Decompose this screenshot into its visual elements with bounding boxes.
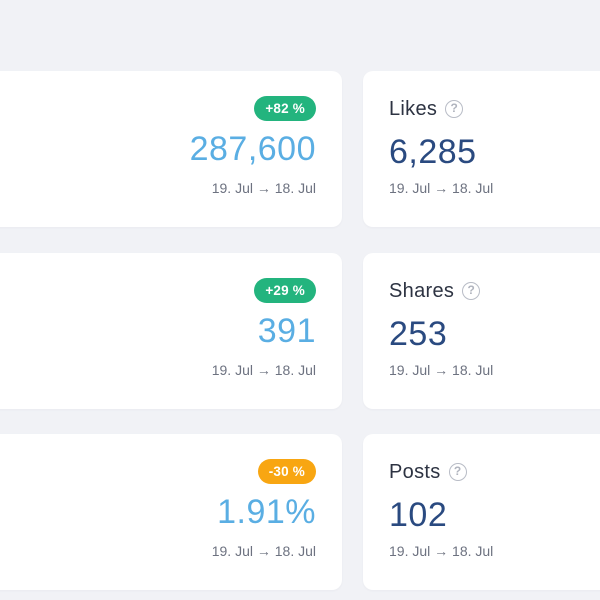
date-range: 19. Jul → 18. Jul: [211, 180, 316, 196]
card-header: Posts ?: [389, 459, 467, 485]
date-range: 19. Jul → 18. Jul: [389, 180, 494, 196]
stat-card-shares: Shares ? 253 19. Jul → 18. Jul: [363, 253, 600, 409]
card-title: Posts: [389, 461, 441, 483]
date-range: 19. Jul → 18. Jul: [211, 362, 316, 378]
stat-value: 287,600: [189, 130, 316, 168]
question-circle-icon[interactable]: ?: [445, 100, 464, 118]
date-range: 19. Jul → 18. Jul: [211, 543, 316, 559]
stat-value: 391: [257, 312, 316, 350]
stat-card-reach: +82 % 287,600 19. Jul → 18. Jul: [0, 71, 342, 227]
date-range: 19. Jul → 18. Jul: [389, 543, 494, 559]
stat-value: 102: [389, 496, 448, 534]
stat-card-engagement-rate: ? -30 % 1.91% 19. Jul → 18. Jul: [0, 434, 342, 590]
stat-value: 6,285: [389, 133, 477, 171]
change-badge: -30 %: [257, 459, 316, 484]
stat-card-comments: +29 % 391 19. Jul → 18. Jul: [0, 253, 342, 409]
stat-card-likes: Likes ? 6,285 19. Jul → 18. Jul: [363, 71, 600, 227]
date-range: 19. Jul → 18. Jul: [389, 362, 494, 378]
stat-card-posts: Posts ? 102 19. Jul → 18. Jul: [363, 434, 600, 590]
card-header: Shares ?: [389, 278, 481, 304]
card-header: Likes ?: [389, 96, 464, 122]
change-badge: +82 %: [254, 96, 316, 121]
question-circle-icon[interactable]: ?: [448, 463, 467, 481]
change-badge: +29 %: [254, 278, 316, 303]
question-circle-icon[interactable]: ?: [462, 282, 481, 300]
stat-value: 1.91%: [217, 493, 316, 531]
card-title: Shares: [389, 280, 455, 302]
card-title: Likes: [389, 98, 438, 120]
stat-value: 253: [389, 315, 448, 353]
